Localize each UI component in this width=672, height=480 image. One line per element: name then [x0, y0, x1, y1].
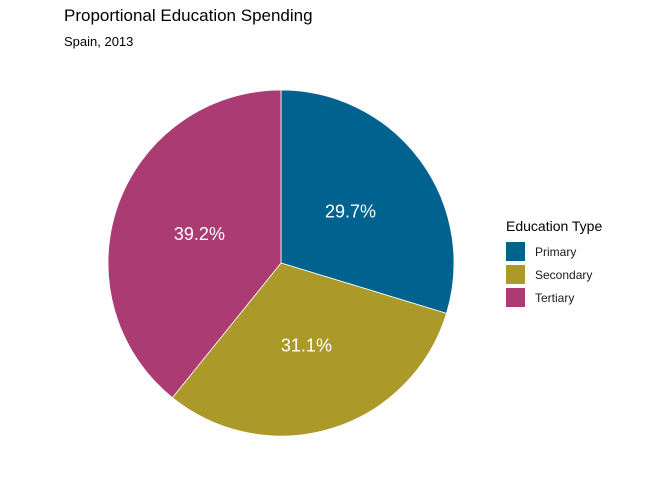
chart-title: Proportional Education Spending: [64, 6, 313, 25]
pie-label-tertiary: 39.2%: [174, 224, 225, 244]
legend-swatch-primary: [506, 242, 525, 261]
legend: Education Type Primary Secondary Tertiar…: [506, 218, 602, 309]
pie-slices: [107, 89, 455, 437]
legend-label-tertiary: Tertiary: [535, 290, 575, 305]
pie-label-secondary: 31.1%: [281, 336, 332, 356]
legend-swatch-tertiary: [506, 288, 525, 307]
pie-labels: 29.7% 31.1% 39.2%: [174, 201, 376, 355]
pie-slice-tertiary: [107, 89, 282, 399]
legend-title: Education Type: [506, 218, 603, 234]
chart-subtitle: Spain, 2013: [64, 34, 134, 49]
legend-label-secondary: Secondary: [535, 267, 593, 282]
legend-label-primary: Primary: [535, 244, 577, 259]
legend-item-secondary: Secondary: [506, 263, 602, 286]
legend-item-primary: Primary: [506, 240, 602, 263]
legend-swatch-secondary: [506, 265, 525, 284]
pie-label-primary: 29.7%: [325, 201, 376, 221]
pie-slice-primary: [280, 89, 455, 314]
legend-item-tertiary: Tertiary: [506, 286, 602, 309]
pie-slice-secondary: [171, 262, 448, 437]
